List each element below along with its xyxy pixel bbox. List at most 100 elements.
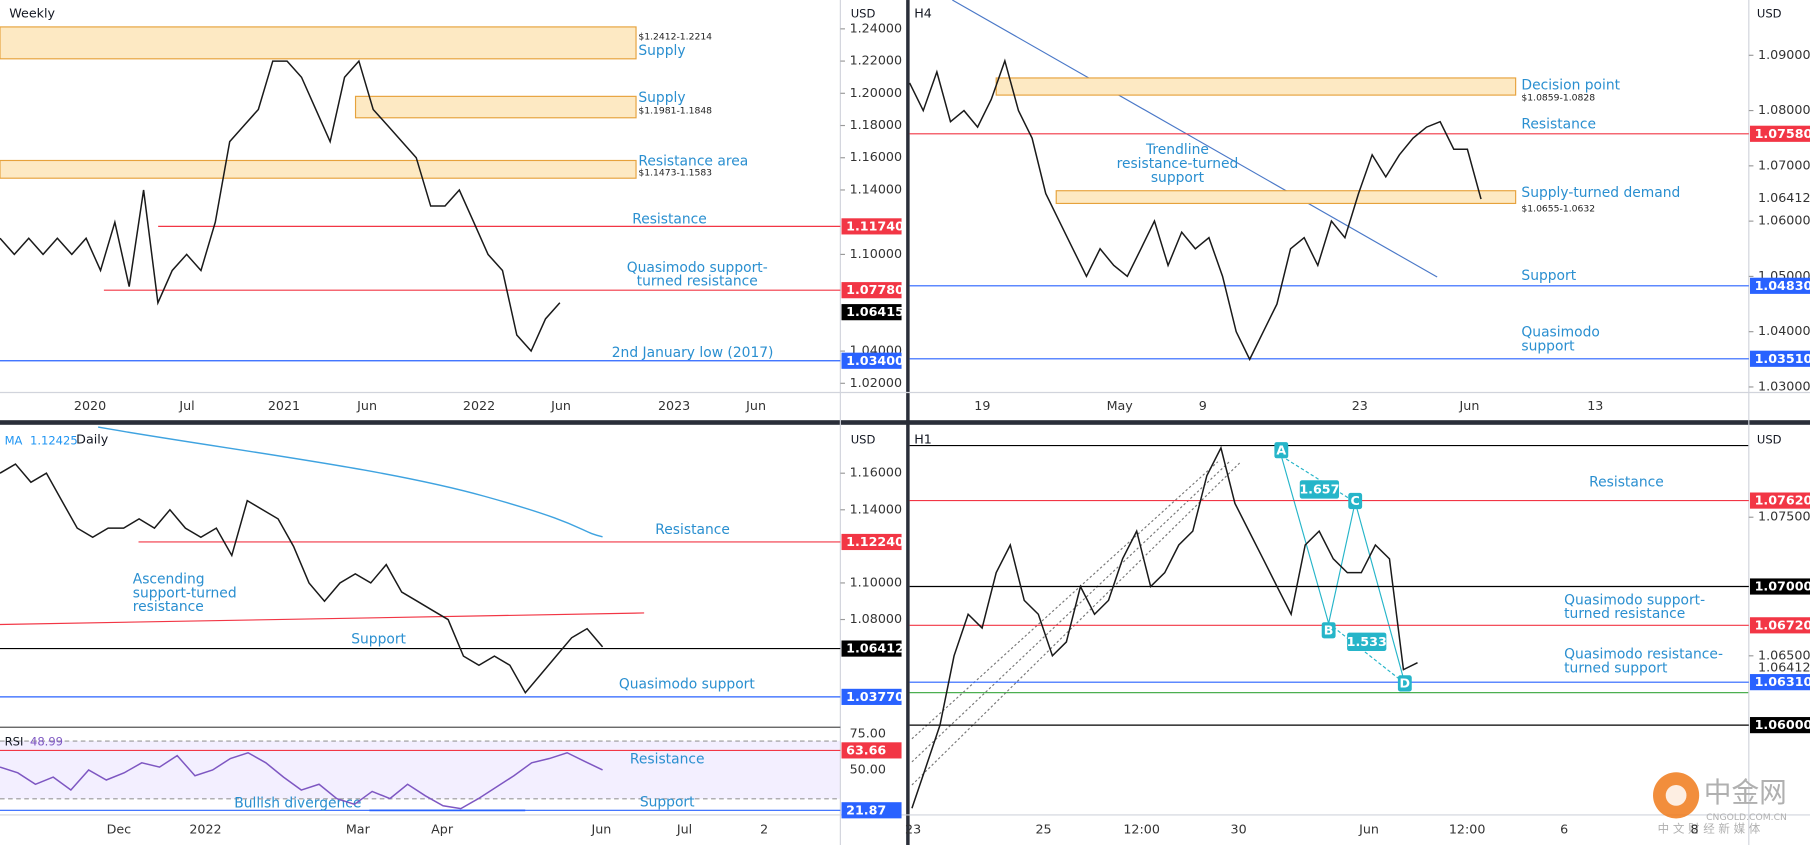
level-label: Resistance [632, 211, 707, 227]
x-tick-label: Jul [178, 398, 194, 413]
panel-title: Weekly [9, 5, 55, 20]
indicator-name: RSI [5, 735, 24, 749]
price-tag-label: 1.06415 [846, 304, 904, 319]
y-tick-label: 1.20000 [850, 85, 902, 100]
annotation: support-turned [133, 585, 237, 601]
y-tick-label: 1.14000 [850, 181, 902, 196]
level-label: Quasimodo resistance- [1564, 647, 1723, 663]
pattern-ratio [1299, 480, 1340, 499]
zone-label: Supply [638, 90, 685, 106]
pattern-point-label: B [1324, 622, 1334, 637]
panel-title: H1 [914, 431, 932, 446]
watermark-brand: 中金网 [1704, 776, 1787, 809]
price-tag-label: 1.07780 [846, 282, 904, 297]
annotation: Trendline [1145, 142, 1209, 158]
annotation: Bullish divergence [234, 795, 361, 811]
price-tag-label: 1.06720 [1755, 617, 1810, 632]
y-tick-label: 1.06500 [1758, 647, 1810, 662]
price-tag-label: 1.07580 [1755, 126, 1810, 141]
x-tick-label: Dec [107, 821, 132, 836]
x-tick-label: 2022 [189, 821, 221, 836]
pattern-point-label: C [1351, 493, 1360, 508]
price-tag [841, 742, 902, 759]
y-tick-label: 1.10000 [850, 574, 902, 589]
zone-label: Decision point [1521, 77, 1620, 93]
zone-range: $1.1473-1.1583 [638, 168, 712, 179]
level-label: turned support [1564, 660, 1668, 676]
annotation: support [1151, 170, 1205, 186]
level-label: Quasimodo [1521, 324, 1599, 340]
zone-range: $1.1981-1.1848 [638, 105, 712, 116]
panel-title: Daily [76, 431, 109, 446]
annotation: resistance [133, 599, 204, 615]
watermark-logo [1665, 784, 1687, 806]
price-line [908, 58, 1482, 362]
price-tag-label: 1.03400 [846, 353, 904, 368]
rsi-line [0, 751, 603, 810]
price-tag-label: 1.06412 [846, 641, 904, 656]
price-tag [1749, 617, 1810, 634]
pattern-ratio [1347, 632, 1387, 652]
x-tick-label: Jul [676, 821, 692, 836]
x-tick-label: 30 [1231, 821, 1247, 836]
trendline [952, 0, 1438, 278]
level-label: Support [351, 632, 406, 648]
x-tick-label: Jun [550, 398, 571, 413]
price-tag [1749, 350, 1810, 367]
price-tag [841, 352, 902, 369]
x-tick-label: 2023 [658, 398, 690, 413]
level-label: Resistance [1521, 117, 1596, 133]
price-tag [841, 218, 902, 235]
x-tick-label: Mar [346, 821, 371, 836]
price-tag [841, 640, 902, 657]
zone-label: Supply-turned demand [1521, 185, 1680, 201]
price-tag [1749, 125, 1810, 142]
y-tick-label: 1.04000 [1758, 323, 1810, 338]
price-tag [1749, 717, 1810, 734]
price-tag-label: 1.03770 [846, 689, 904, 704]
rsi-band [0, 741, 841, 799]
y-tick-label: 1.24000 [850, 20, 902, 35]
price-tag-label: 1.11740 [846, 218, 904, 233]
y-tick-label: 1.08000 [850, 611, 902, 626]
y-tick-label: 1.10000 [850, 246, 902, 261]
level-label: Resistance [655, 522, 730, 538]
zone-label: Resistance area [638, 154, 748, 170]
pattern-point [1397, 675, 1412, 692]
y-tick-label: 75.00 [850, 726, 886, 741]
price-tag-label: 63.66 [846, 742, 886, 757]
pattern-point [1321, 622, 1336, 639]
zone [1055, 190, 1517, 205]
level-label: turned resistance [637, 274, 758, 290]
panel-title: H4 [914, 5, 932, 20]
price-tag-label: 1.03510 [1755, 351, 1810, 366]
ma-name: MA [5, 433, 23, 447]
x-tick-label: Jun [1459, 398, 1480, 413]
pattern-ratio-label: 1.657 [1299, 482, 1339, 497]
indicator-value: 48.99 [30, 735, 63, 749]
harmonic-pattern [1280, 455, 1406, 684]
level-label: Resistance [630, 752, 705, 768]
price-tag [841, 282, 902, 299]
pattern-ratio-label: 1.533 [1347, 634, 1387, 649]
y-tick-label: 1.06000 [1758, 213, 1810, 228]
price-tag [841, 304, 902, 321]
level-label: support [1521, 338, 1575, 354]
x-tick-label: Jun [1358, 821, 1379, 836]
x-tick-label: 19 [974, 398, 990, 413]
level-label: turned resistance [1564, 606, 1685, 622]
price-tag [841, 688, 902, 705]
y-tick-label: 1.07000 [1758, 157, 1810, 172]
zone-range: $1.0859-1.0828 [1521, 93, 1595, 104]
watermark-site: CNGOLD.COM.CN [1706, 812, 1787, 823]
price-tag-label: 1.07000 [1755, 579, 1810, 594]
x-tick-label: 23 [905, 821, 921, 836]
ascending-line [0, 612, 645, 626]
x-tick-label: 2020 [74, 398, 106, 413]
y-tick-label: 1.03000 [1758, 378, 1810, 393]
level-label: 2nd January low (2017) [612, 345, 774, 361]
price-tag [841, 802, 902, 819]
price-line [0, 463, 604, 695]
panel: Daily MA 1.12425 USD 1.16000 1.14000 1.10000 1.… [0, 431, 904, 836]
